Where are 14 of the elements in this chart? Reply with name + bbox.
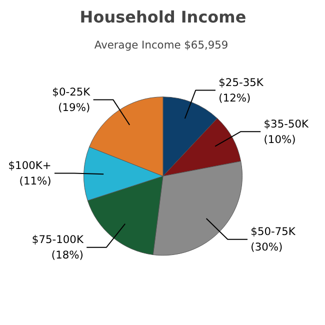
slice-label: $25-35K xyxy=(218,76,264,89)
slice-label: $35-50K xyxy=(264,117,310,130)
slice-label: $0-25K xyxy=(52,85,92,98)
data-label: (11%) xyxy=(19,174,52,188)
slice-label: $50-75K xyxy=(250,225,296,238)
data-label: (18%) xyxy=(51,248,84,262)
chart-subtitle: Average Income $65,959 xyxy=(94,38,228,52)
data-label: (10%) xyxy=(264,132,296,146)
data-label: (19%) xyxy=(58,101,90,114)
slice-label: $100K+ xyxy=(8,158,52,172)
slice-label: $75-100K xyxy=(32,233,84,246)
data-label: (12%) xyxy=(218,92,251,105)
data-label: (30%) xyxy=(250,240,283,254)
chart-title: Household Income xyxy=(80,8,246,26)
